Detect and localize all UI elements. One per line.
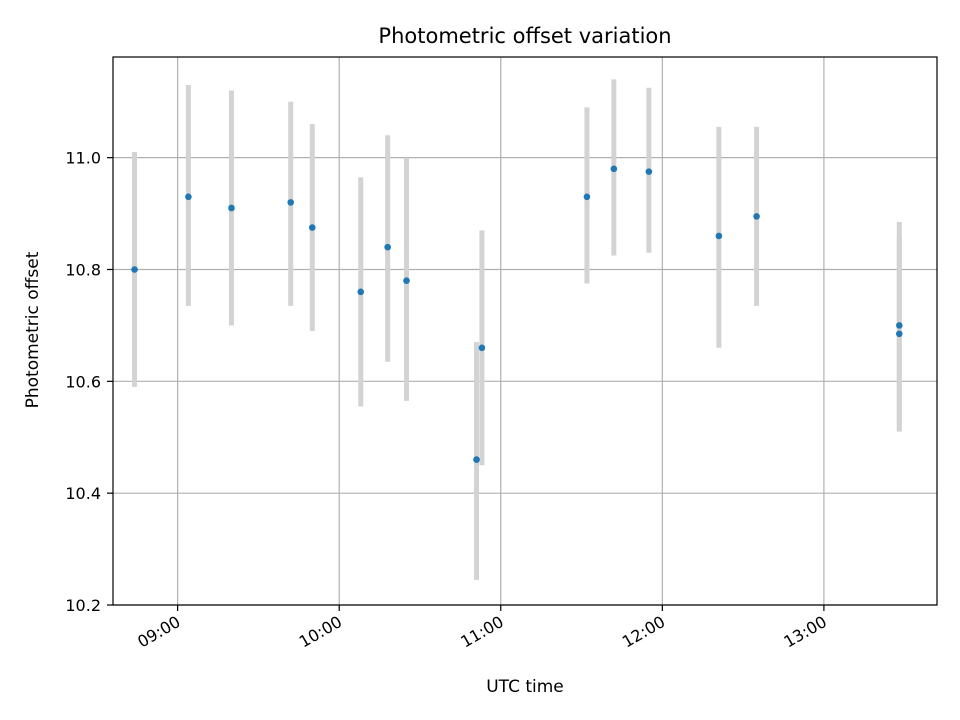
x-axis-label: UTC time xyxy=(486,677,564,697)
y-tick-label: 10.8 xyxy=(65,260,101,279)
data-point xyxy=(384,243,391,251)
data-point xyxy=(131,266,138,273)
chart-title: Photometric offset variation xyxy=(378,24,671,48)
data-point xyxy=(753,213,760,220)
data-point xyxy=(473,456,480,463)
plot-area-frame xyxy=(112,56,938,606)
data-point xyxy=(610,165,618,173)
data-point xyxy=(185,193,192,201)
data-point xyxy=(715,232,723,240)
data-point xyxy=(403,277,410,284)
y-tick-label: 10.2 xyxy=(65,596,101,615)
data-point xyxy=(583,193,591,201)
data-point xyxy=(896,322,903,329)
data-points xyxy=(131,165,903,463)
y-axis-label: Photometric offset xyxy=(23,251,43,408)
data-point xyxy=(287,199,295,206)
y-tick-label: 10.4 xyxy=(65,484,101,503)
y-tick-label: 11.0 xyxy=(65,149,101,168)
data-point xyxy=(357,288,365,296)
data-point xyxy=(308,224,316,231)
data-point xyxy=(228,204,235,212)
y-tick-label: 10.6 xyxy=(65,372,101,391)
data-point xyxy=(478,344,486,352)
data-point xyxy=(645,168,653,175)
data-point xyxy=(896,330,903,338)
